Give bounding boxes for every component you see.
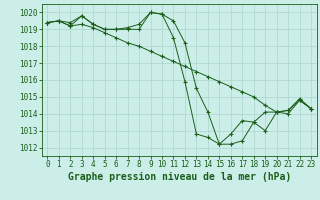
X-axis label: Graphe pression niveau de la mer (hPa): Graphe pression niveau de la mer (hPa) (68, 172, 291, 182)
